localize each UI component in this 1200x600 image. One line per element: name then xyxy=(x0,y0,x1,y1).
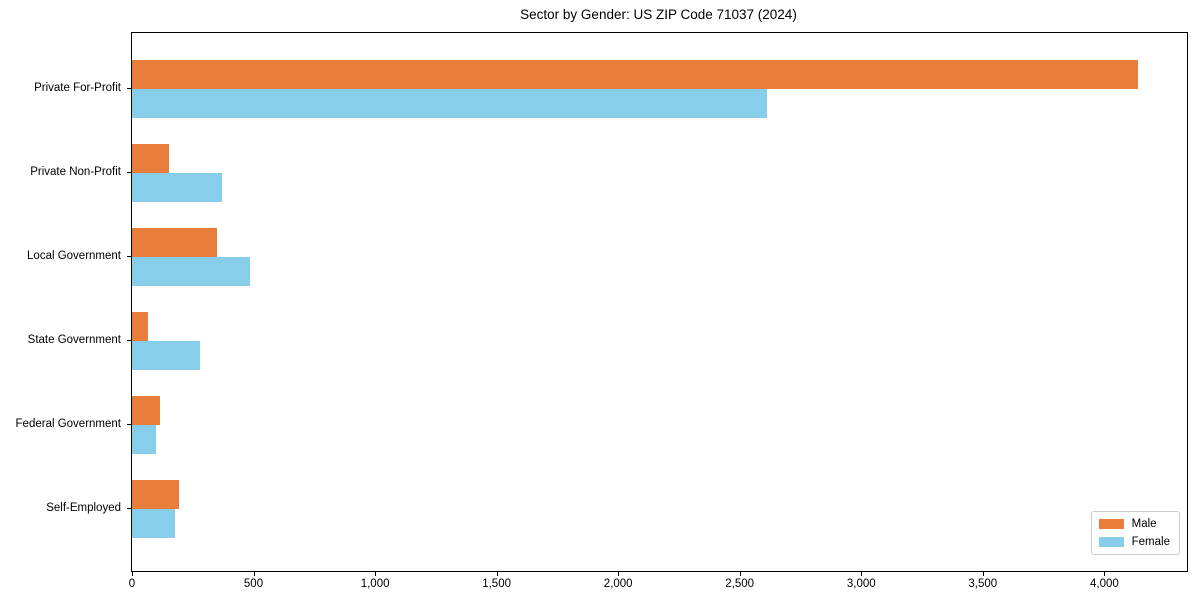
chart-title: Sector by Gender: US ZIP Code 71037 (202… xyxy=(520,7,797,22)
x-tick-label: 3,000 xyxy=(846,578,876,590)
x-tick-mark xyxy=(1104,572,1106,576)
y-tick-label: Private For-Profit xyxy=(34,82,121,94)
plot-area: Male Female xyxy=(131,32,1188,572)
legend: Male Female xyxy=(1090,511,1180,555)
x-tick-mark xyxy=(375,572,377,576)
legend-swatch-female xyxy=(1098,537,1124,547)
bar-female-private-for-profit xyxy=(132,89,767,118)
bar-female-federal-government xyxy=(132,425,157,454)
bar-male-local-government xyxy=(132,228,218,257)
x-tick-label: 1,000 xyxy=(360,578,390,590)
x-tick-mark xyxy=(253,572,255,576)
bar-female-state-government xyxy=(132,341,201,370)
legend-entry-male: Male xyxy=(1098,518,1170,530)
x-tick-mark xyxy=(496,572,498,576)
y-tick-mark xyxy=(127,172,131,173)
y-tick-mark xyxy=(127,256,131,257)
y-tick-mark xyxy=(127,508,131,509)
y-tick-label: Self-Employed xyxy=(46,502,121,514)
y-tick-label: Federal Government xyxy=(15,418,121,430)
bar-female-local-government xyxy=(132,257,250,286)
bar-male-self-employed xyxy=(132,480,180,509)
bar-male-private-non-profit xyxy=(132,144,169,173)
x-tick-label: 4,000 xyxy=(1090,578,1119,590)
x-tick-mark xyxy=(739,572,741,576)
bar-female-self-employed xyxy=(132,509,175,538)
bar-male-federal-government xyxy=(132,396,160,425)
bar-male-private-for-profit xyxy=(132,60,1139,89)
y-tick-label: Local Government xyxy=(27,250,121,262)
legend-label: Male xyxy=(1131,518,1157,530)
x-tick-label: 2,000 xyxy=(603,578,633,590)
legend-entry-female: Female xyxy=(1098,536,1170,548)
bar-male-state-government xyxy=(132,312,148,341)
y-tick-mark xyxy=(127,424,131,425)
x-tick-mark xyxy=(618,572,620,576)
x-tick-label: 1,500 xyxy=(482,578,511,590)
legend-swatch-male xyxy=(1098,519,1124,529)
x-tick-label: 500 xyxy=(243,578,264,590)
y-tick-mark xyxy=(127,88,131,89)
y-tick-label: State Government xyxy=(27,334,121,346)
legend-label: Female xyxy=(1131,536,1170,548)
x-tick-label: 2,500 xyxy=(725,578,755,590)
x-tick-label: 0 xyxy=(128,578,136,590)
bar-female-private-non-profit xyxy=(132,173,222,202)
x-tick-label: 3,500 xyxy=(968,578,998,590)
x-tick-mark xyxy=(982,572,984,576)
x-tick-mark xyxy=(132,572,133,576)
y-tick-label: Private Non-Profit xyxy=(30,166,121,178)
y-tick-mark xyxy=(127,340,131,341)
x-tick-mark xyxy=(861,572,863,576)
